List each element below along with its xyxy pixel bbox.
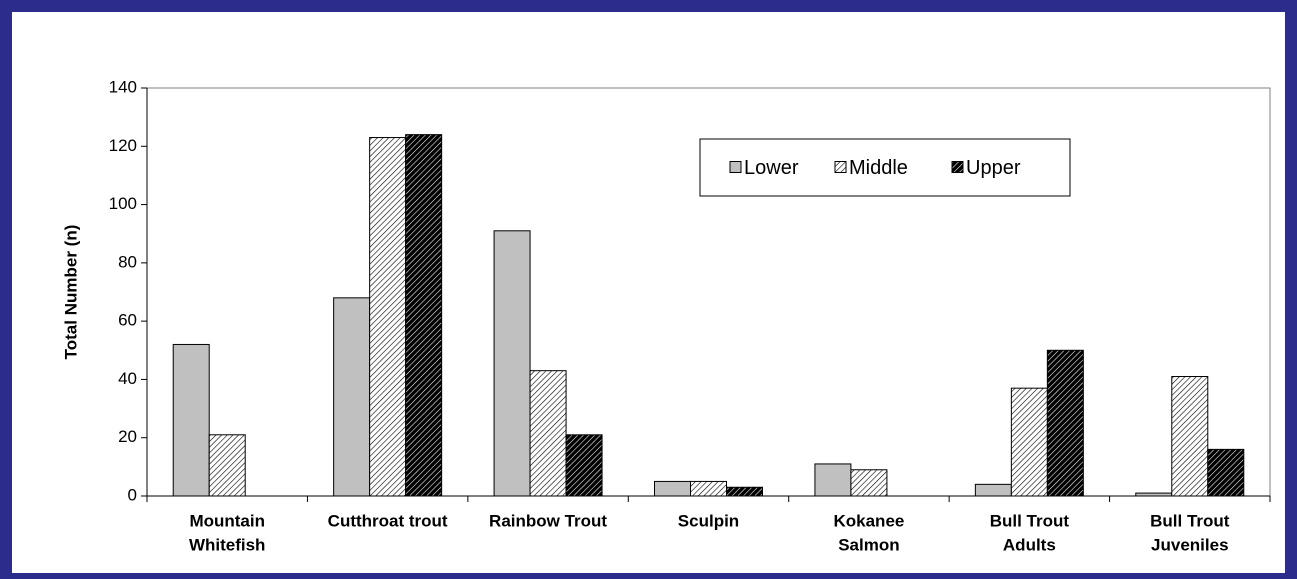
bar bbox=[369, 137, 407, 497]
bar bbox=[208, 434, 246, 497]
legend-label: Lower bbox=[744, 157, 799, 179]
x-tick-label: Bull Trout bbox=[1150, 511, 1230, 530]
y-tick-label: 40 bbox=[118, 369, 137, 388]
bar bbox=[850, 469, 888, 497]
bar bbox=[1010, 387, 1048, 497]
y-axis-label: Total Number (n) bbox=[61, 225, 80, 360]
y-tick-label: 0 bbox=[128, 485, 137, 504]
bar bbox=[1207, 448, 1245, 497]
bar bbox=[529, 370, 567, 497]
bar bbox=[654, 480, 691, 497]
legend-swatch bbox=[834, 161, 847, 173]
x-tick-label: Cutthroat trout bbox=[328, 511, 448, 530]
x-tick-label: Bull Trout bbox=[990, 511, 1070, 530]
x-tick-label: Salmon bbox=[838, 535, 899, 554]
x-tick-label: Sculpin bbox=[678, 511, 739, 530]
bar bbox=[814, 463, 852, 497]
legend-label: Upper bbox=[966, 157, 1021, 179]
legend-box bbox=[699, 138, 1071, 197]
y-tick-label: 120 bbox=[109, 136, 137, 155]
legend-label: Middle bbox=[849, 157, 908, 179]
y-tick-label: 60 bbox=[118, 311, 137, 330]
bar bbox=[405, 134, 443, 497]
y-tick-label: 140 bbox=[109, 77, 137, 96]
bar bbox=[1171, 376, 1209, 497]
y-tick-label: 100 bbox=[109, 194, 137, 213]
legend-swatch bbox=[951, 161, 964, 173]
x-tick-label: Rainbow Trout bbox=[489, 511, 607, 530]
bar bbox=[493, 230, 531, 497]
legend-swatch bbox=[729, 161, 742, 173]
bar bbox=[333, 297, 371, 497]
bar bbox=[726, 486, 763, 497]
x-tick-label: Mountain bbox=[189, 511, 265, 530]
y-tick-label: 80 bbox=[118, 252, 137, 271]
bar bbox=[974, 483, 1012, 497]
bar bbox=[172, 343, 210, 497]
x-tick-label: Juveniles bbox=[1151, 535, 1229, 554]
x-tick-label: Kokanee bbox=[833, 511, 904, 530]
bar bbox=[565, 434, 603, 497]
bar bbox=[1046, 349, 1084, 497]
x-tick-label: Whitefish bbox=[189, 535, 266, 554]
bar bbox=[690, 480, 727, 497]
y-tick-label: 20 bbox=[118, 427, 137, 446]
bar bbox=[1135, 492, 1173, 497]
x-tick-label: Adults bbox=[1003, 535, 1056, 554]
